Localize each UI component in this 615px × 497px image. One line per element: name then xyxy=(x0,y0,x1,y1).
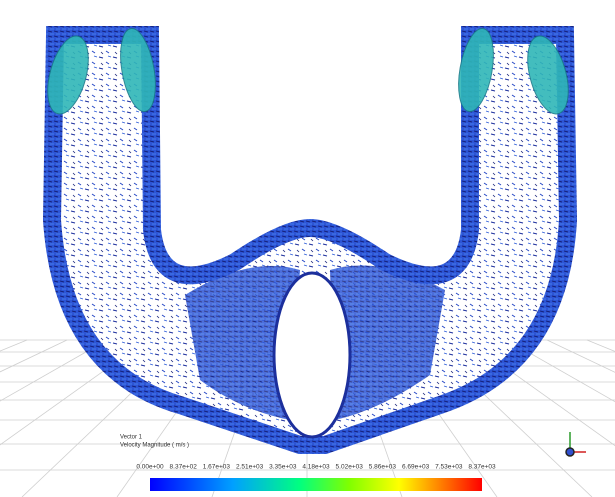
legend-variable: Velocity Magnitude ( m/s ) xyxy=(120,443,189,449)
legend-label: 0.00e+00 xyxy=(136,464,164,471)
center-hole xyxy=(274,273,350,437)
legend-label: 2.51e+03 xyxy=(236,464,264,471)
grid-line xyxy=(547,340,615,497)
viewport: Vector 1 Velocity Magnitude ( m/s ) 0.00… xyxy=(0,0,615,497)
legend-label: 4.18e+03 xyxy=(302,464,330,471)
legend-label: 8.37e+02 xyxy=(170,464,198,471)
legend-label: 5.86e+03 xyxy=(369,464,397,471)
scene: Vector 1 Velocity Magnitude ( m/s ) 0.00… xyxy=(0,0,615,497)
legend-label: 8.37e+03 xyxy=(468,464,496,471)
grid-line xyxy=(587,340,615,497)
legend-label: 3.35e+03 xyxy=(269,464,297,471)
legend-label: 5.02e+03 xyxy=(336,464,364,471)
legend-title: Vector 1 xyxy=(120,435,143,441)
grid-line xyxy=(0,340,27,497)
color-bar xyxy=(150,478,482,491)
grid-line xyxy=(0,340,107,497)
legend-label: 1.67e+03 xyxy=(203,464,231,471)
grid-line xyxy=(0,340,67,497)
legend-label: 7.53e+03 xyxy=(435,464,463,471)
legend-label: 6.69e+03 xyxy=(402,464,430,471)
